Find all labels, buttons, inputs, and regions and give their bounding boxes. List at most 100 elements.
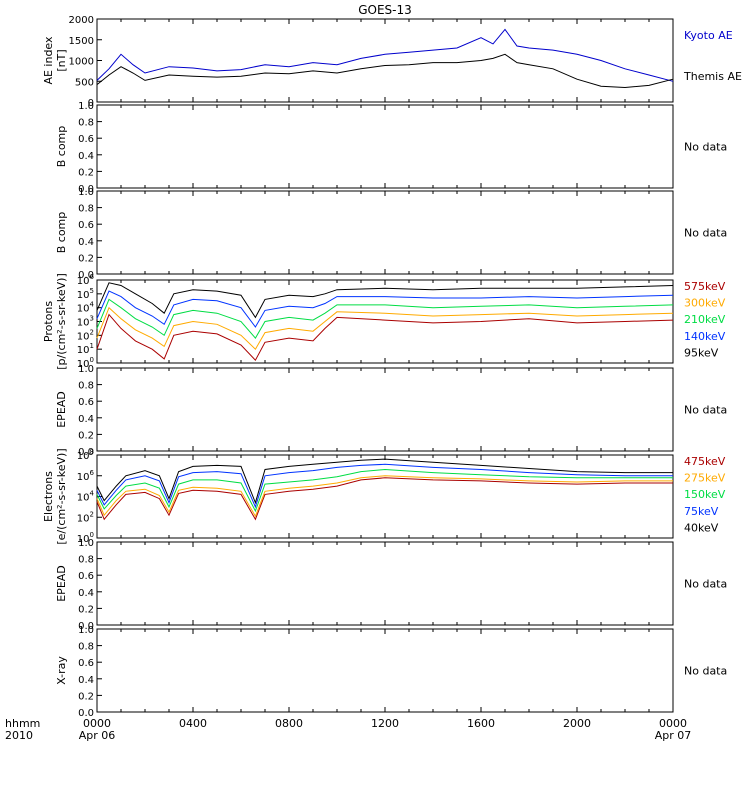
y-axis-label: [nT] (55, 49, 68, 71)
y-tick-label: 0.4 (78, 151, 94, 162)
series-line (96, 306, 674, 351)
panel-frame (96, 541, 674, 626)
series-line (96, 298, 674, 339)
series-line (96, 53, 674, 89)
y-axis-label: EPEAD (55, 565, 68, 602)
y-tick-label: 0.2 (78, 430, 94, 441)
y-tick-label: 0.4 (78, 237, 94, 248)
panel-epead1: 0.0 0.2 0.4 0.6 0.8 1.0 EPEAD No data (55, 364, 727, 458)
panels-group: 0 500 1000 1500 2000 AE index [nT] Kyoto AE Them… (42, 15, 742, 719)
panel-bcomp1: 0.0 0.2 0.4 0.6 0.8 1.0 B comp No data (55, 101, 727, 195)
panel-epead2: 0.0 0.2 0.4 0.6 0.8 1.0 EPEAD No data (55, 538, 727, 632)
legend-entry: 300keV (684, 297, 726, 310)
y-tick-label: 101 (77, 342, 94, 356)
y-tick-label: 1000 (69, 57, 94, 68)
panel-frame (96, 190, 674, 275)
y-tick-label: 0.8 (78, 118, 94, 129)
no-data-label: No data (684, 404, 727, 417)
series-line (96, 468, 673, 513)
series-line (96, 475, 673, 518)
time-tick-label: 0000 (659, 717, 687, 730)
y-tick-label: 0.6 (78, 658, 94, 669)
y-tick-label: 0.6 (78, 134, 94, 145)
y-tick-label: 0.0 (78, 270, 94, 281)
y-tick-label: 0.6 (78, 397, 94, 408)
legend-entry: Themis AE (683, 70, 742, 83)
start-date-label: Apr 06 (79, 729, 116, 742)
panel-frame (96, 18, 674, 103)
y-tick-label: 0.8 (78, 642, 94, 653)
series-line (96, 282, 674, 319)
y-axis-label: [p/(cm²-s-sr-keV)] (55, 273, 68, 370)
legend-entry: 140keV (684, 330, 726, 343)
legend-entry: 95keV (684, 346, 719, 359)
series-line (96, 463, 673, 509)
panel-frame (96, 367, 674, 452)
y-tick-label: 0.0 (78, 708, 94, 719)
y-tick-label: 0.0 (78, 447, 94, 458)
y-tick-label: 1.0 (78, 364, 94, 375)
legend-entry: Kyoto AE (684, 29, 733, 42)
y-tick-label: 1500 (69, 36, 94, 47)
y-tick-label: 0.6 (78, 220, 94, 231)
y-axis-label: B comp (55, 126, 68, 168)
end-date-label: Apr 07 (655, 729, 692, 742)
y-tick-label: 0.2 (78, 691, 94, 702)
time-tick-label: 1200 (371, 717, 399, 730)
panel-ae: 0 500 1000 1500 2000 AE index [nT] Kyoto AE Them… (42, 15, 742, 109)
y-tick-label: 0.8 (78, 204, 94, 215)
series-line (96, 313, 674, 362)
legend-entry: 40keV (684, 521, 719, 534)
y-tick-label: 102 (77, 510, 94, 524)
y-axis-label: Protons (42, 301, 55, 342)
legend-entry: 150keV (684, 488, 726, 501)
y-tick-label: 0.4 (78, 414, 94, 425)
no-data-label: No data (684, 227, 727, 240)
no-data-label: No data (684, 578, 727, 591)
y-axis-label: Electrons (42, 471, 55, 522)
series-line (96, 458, 673, 505)
y-tick-label: 500 (75, 77, 94, 88)
panel-frame (96, 454, 674, 539)
panel-xray: 0.0 0.2 0.4 0.6 0.8 1.0 X-ray No data (55, 625, 727, 719)
figure-title: GOES-13 (358, 3, 412, 17)
y-tick-label: 0.2 (78, 604, 94, 615)
time-tick-label: 2000 (563, 717, 591, 730)
y-tick-label: 2000 (69, 15, 94, 26)
y-tick-label: 0.4 (78, 675, 94, 686)
y-tick-label: 1.0 (78, 101, 94, 112)
y-tick-label: 0.4 (78, 588, 94, 599)
legend-entry: 575keV (684, 280, 726, 293)
no-data-label: No data (684, 141, 727, 154)
legend-entry: 75keV (684, 505, 719, 518)
series-line (96, 28, 674, 82)
y-tick-label: 0.0 (78, 621, 94, 632)
time-tick-label: 0400 (179, 717, 207, 730)
panel-frame (96, 279, 674, 364)
y-tick-label: 105 (77, 287, 94, 301)
time-axis-row1-label: hhmm (5, 717, 40, 730)
no-data-label: No data (684, 665, 727, 678)
y-tick-label: 0.2 (78, 253, 94, 264)
y-tick-label: 104 (77, 301, 95, 315)
y-tick-label: 106 (77, 273, 95, 287)
legend-entry: 475keV (684, 455, 726, 468)
time-axis-row2-label: 2010 (5, 729, 33, 742)
series-line (96, 477, 673, 521)
y-tick-label: 108 (77, 448, 94, 462)
y-tick-label: 103 (77, 315, 94, 329)
y-axis-label: EPEAD (55, 391, 68, 428)
y-tick-label: 1.0 (78, 538, 94, 549)
y-axis-label: [e/(cm²-s-sr-keV)] (55, 448, 68, 544)
y-tick-label: 1.0 (78, 625, 94, 636)
legend-entry: 275keV (684, 472, 726, 485)
y-tick-label: 0.0 (78, 184, 94, 195)
y-tick-label: 0.8 (78, 381, 94, 392)
y-axis-label: AE index (42, 36, 55, 85)
panel-frame (96, 104, 674, 189)
y-tick-label: 1.0 (78, 187, 94, 198)
time-tick-label: 1600 (467, 717, 495, 730)
